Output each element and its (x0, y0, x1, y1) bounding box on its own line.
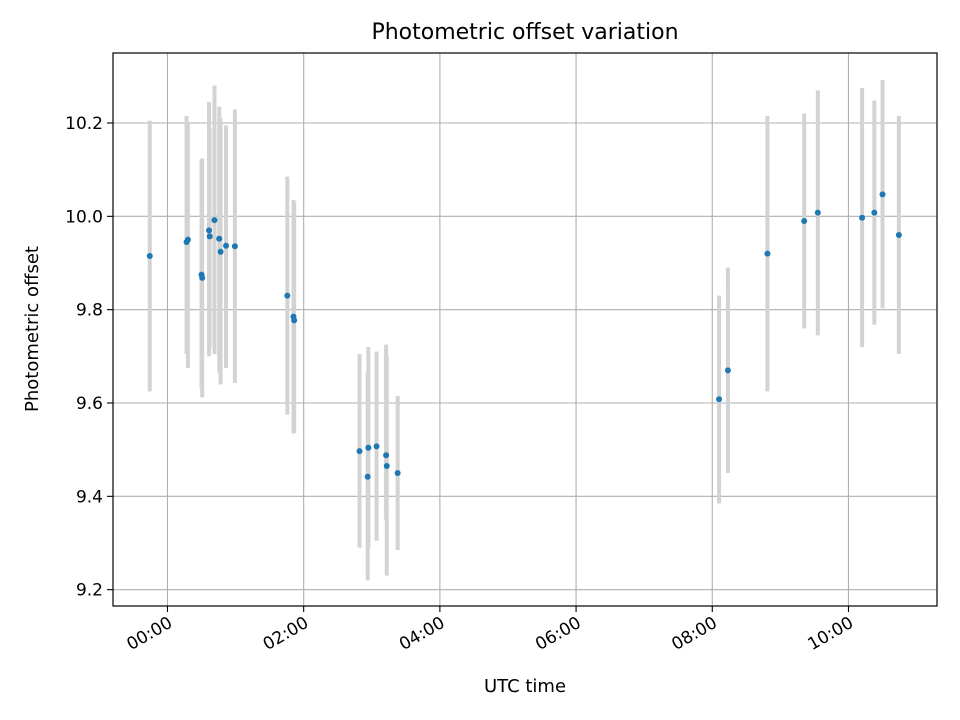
x-axis-label: UTC time (484, 676, 566, 697)
data-point (879, 191, 886, 198)
y-tick-label: 9.4 (76, 487, 103, 507)
data-point (184, 236, 191, 243)
data-point (871, 209, 878, 216)
data-point (716, 396, 723, 403)
data-point (217, 248, 224, 255)
y-axis-ticks: 9.2 9.4 9.6 9.8 10.0 10.2 (65, 114, 113, 601)
data-point (216, 235, 223, 242)
data-point (356, 448, 363, 455)
data-point (895, 232, 902, 238)
data-point (199, 274, 206, 281)
data-point (364, 473, 371, 480)
data-point (814, 209, 821, 216)
y-tick-label: 9.8 (76, 301, 103, 321)
data-point (206, 227, 213, 234)
data-point (206, 233, 213, 240)
data-point (801, 218, 808, 224)
y-tick-label: 9.2 (76, 581, 103, 601)
data-point (859, 214, 866, 221)
plot-frame (112, 52, 938, 607)
data-point (394, 470, 401, 476)
data-point (223, 242, 230, 249)
data-point (211, 217, 218, 224)
data-point (383, 452, 390, 459)
data-point (764, 250, 771, 257)
data-point (365, 444, 372, 451)
data-point (284, 292, 291, 299)
y-tick-label: 10.2 (65, 114, 103, 134)
data-point (373, 443, 380, 450)
y-axis-label: Photometric offset (22, 246, 43, 412)
data-point (146, 253, 153, 259)
data-point (383, 463, 390, 469)
data-points (146, 191, 902, 480)
y-tick-label: 10.0 (65, 207, 103, 227)
y-tick-label: 9.6 (76, 394, 103, 414)
grid-lines (113, 53, 937, 606)
data-point (231, 243, 238, 250)
plot-area (113, 53, 937, 606)
chart-title: Photometric offset variation (371, 20, 678, 45)
data-point (724, 367, 731, 374)
data-point (291, 317, 298, 324)
